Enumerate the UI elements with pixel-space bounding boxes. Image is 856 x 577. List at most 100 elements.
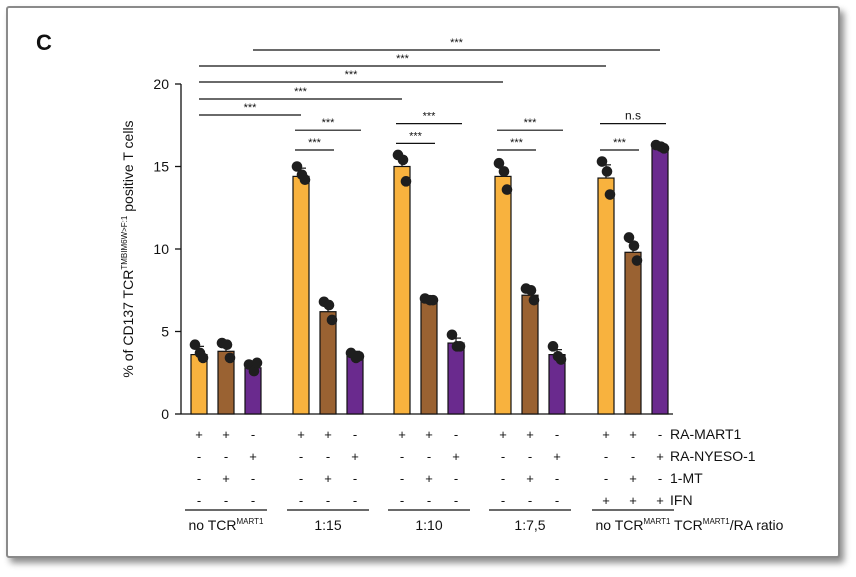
condition-sign: - xyxy=(400,493,404,508)
y-axis-label-suffix: positive T cells xyxy=(120,120,136,215)
condition-sign: - xyxy=(197,449,201,464)
y-axis: 0 5 10 15 20 % of CD137 TCRTMBIM6W>F:1 positi… xyxy=(120,76,673,422)
figure-frame: C 0 5 10 15 20 % of CD137 TCRTMBIM6W>F:1 posi… xyxy=(6,6,840,558)
condition-label: 1-MT xyxy=(670,470,703,486)
condition-sign: + xyxy=(526,471,534,486)
condition-label: IFN xyxy=(670,492,693,508)
x-axis-label: TCRMART1/RA ratio xyxy=(674,517,784,533)
y-axis-label: % of CD137 TCRTMBIM6W>F:1 positive T cel… xyxy=(120,120,136,377)
condition-sign: + xyxy=(526,427,534,442)
data-point xyxy=(353,350,365,362)
group-label-text: 1:10 xyxy=(415,517,442,533)
significance-label: n.s xyxy=(625,109,641,123)
y-axis-label-sup: TMBIM6W>F:1 xyxy=(120,215,129,270)
condition-sign: - xyxy=(326,493,330,508)
condition-sign: + xyxy=(222,471,230,486)
condition-sign: - xyxy=(501,471,505,486)
condition-sign: + xyxy=(249,449,257,464)
condition-sign: + xyxy=(553,449,561,464)
significance-label: *** xyxy=(423,111,437,123)
data-point xyxy=(326,314,338,326)
group-label: no TCRMART1 xyxy=(189,517,265,533)
y-axis-label-prefix: % of CD137 TCR xyxy=(120,270,136,378)
bar xyxy=(420,299,438,415)
significance-label: *** xyxy=(613,137,627,149)
condition-sign: - xyxy=(555,427,559,442)
condition-sign: - xyxy=(604,449,608,464)
bar xyxy=(190,354,208,415)
bar xyxy=(597,177,615,415)
y-tick-label: 5 xyxy=(161,324,169,340)
condition-sign: + xyxy=(602,427,610,442)
data-point xyxy=(628,240,640,251)
group-label: no TCRMART1 xyxy=(596,517,672,533)
condition-sign: - xyxy=(528,449,532,464)
condition-sign: - xyxy=(224,449,228,464)
group-label: 1:10 xyxy=(415,517,442,533)
data-point xyxy=(601,166,613,177)
condition-sign: - xyxy=(251,493,255,508)
condition-sign: + xyxy=(629,427,637,442)
significance-label: *** xyxy=(396,53,410,65)
condition-sign: - xyxy=(299,493,303,508)
data-point xyxy=(323,299,335,311)
data-point xyxy=(604,189,616,200)
data-point xyxy=(547,341,559,352)
significance-layer: ************************************n.s xyxy=(199,37,666,151)
condition-sign: + xyxy=(351,449,359,464)
condition-sign: - xyxy=(251,471,255,486)
condition-sign: - xyxy=(427,493,431,508)
data-point xyxy=(197,352,209,364)
x-axis-label-suffix: /RA ratio xyxy=(730,517,784,533)
data-point xyxy=(623,232,635,243)
condition-sign: - xyxy=(400,471,404,486)
condition-sign: - xyxy=(454,493,458,508)
significance-label: *** xyxy=(345,69,359,81)
condition-sign: - xyxy=(528,493,532,508)
data-point xyxy=(427,294,439,306)
data-point xyxy=(658,143,670,154)
condition-sign: - xyxy=(604,471,608,486)
condition-sign: - xyxy=(299,449,303,464)
condition-sign: - xyxy=(631,449,635,464)
condition-sign: - xyxy=(326,449,330,464)
bar xyxy=(521,294,539,415)
data-point xyxy=(525,284,537,296)
data-point xyxy=(400,176,412,187)
condition-sign: + xyxy=(425,471,433,486)
y-tick-label: 0 xyxy=(161,406,169,422)
significance-label: *** xyxy=(308,137,322,149)
condition-sign: - xyxy=(353,493,357,508)
group-label-text: 1:7,5 xyxy=(514,517,545,533)
condition-sign: - xyxy=(454,471,458,486)
data-point xyxy=(493,157,505,169)
bar xyxy=(447,342,465,415)
data-point xyxy=(501,184,513,195)
bar xyxy=(346,355,364,415)
significance-label: *** xyxy=(409,130,423,142)
significance-label: *** xyxy=(524,117,538,129)
y-tick-label: 10 xyxy=(153,241,169,257)
data-point xyxy=(251,357,263,369)
data-point xyxy=(397,154,409,166)
bar-chart: C 0 5 10 15 20 % of CD137 TCRTMBIM6W>F:1 posi… xyxy=(36,30,784,533)
condition-sign: - xyxy=(197,493,201,508)
condition-sign: + xyxy=(324,427,332,442)
data-point xyxy=(224,352,236,364)
condition-sign: + xyxy=(629,493,637,508)
condition-sign: - xyxy=(251,427,255,442)
significance-label: *** xyxy=(450,37,464,49)
data-point xyxy=(528,294,540,306)
condition-sign: + xyxy=(656,449,664,464)
group-label-text: no TCR xyxy=(596,517,644,533)
condition-sign: - xyxy=(299,471,303,486)
significance-label: *** xyxy=(244,102,258,114)
condition-table: + + - + + - + + - + + - + + - RA-MART1- - + - - + - - + - - + - - + RA… xyxy=(185,426,784,533)
condition-sign: + xyxy=(297,427,305,442)
x-axis-label-prefix: TCR xyxy=(674,517,703,533)
significance-label: *** xyxy=(294,86,308,98)
condition-sign: + xyxy=(222,427,230,442)
condition-sign: - xyxy=(501,449,505,464)
condition-sign: + xyxy=(425,427,433,442)
panel-label: C xyxy=(36,30,52,55)
